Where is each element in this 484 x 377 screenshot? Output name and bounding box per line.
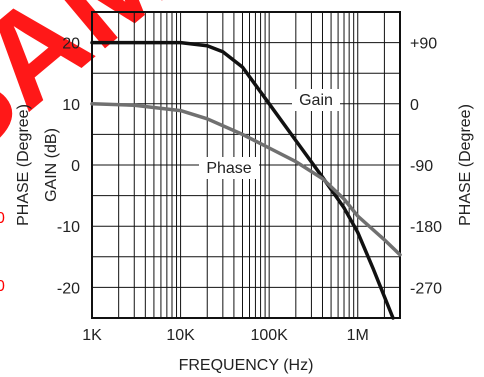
x-axis-title: FREQUENCY (Hz) (179, 357, 314, 374)
y-tick-label-left: 10 (62, 97, 80, 114)
x-tick-label: 100K (250, 327, 288, 344)
y-tick-label-right: -270 (410, 280, 442, 297)
tick-labels: 1K 10K 100K 1M 20 10 0 -10 -20 +90 0 -90 -180 -270 (57, 36, 442, 344)
phase-line (90, 102, 402, 257)
plot-frame (91, 11, 401, 319)
y-tick-label-left: -10 (57, 219, 80, 236)
y-tick-label-right: -90 (410, 158, 433, 175)
y-axis-title-right: PHASE (Degree) (457, 104, 474, 226)
watermark-tick-label: 0 (0, 210, 5, 227)
series-labels: Gain Phase (199, 89, 340, 179)
phase-label-bg (199, 157, 259, 179)
y-axis-title-left-secondary: PHASE (Degree) (15, 104, 32, 226)
watermark-tick-label: 0 (0, 278, 5, 295)
y-tick-label-right: -180 (410, 219, 442, 236)
y-tick-label-left: 20 (62, 36, 80, 53)
y-axis-title-left: GAIN (dB) (43, 128, 60, 202)
grid (91, 11, 401, 319)
series-lines (90, 40, 402, 320)
y-tick-label-right: +90 (410, 36, 437, 53)
gain-line (90, 40, 395, 320)
gain-label-bg (292, 89, 340, 111)
y-tick-label-right: 0 (410, 97, 419, 114)
y-tick-label-left: -20 (57, 280, 80, 297)
x-tick-label: 10K (166, 327, 195, 344)
y-tick-label-left: 0 (71, 158, 80, 175)
x-tick-label: 1K (82, 327, 102, 344)
gain-label: Gain (299, 92, 333, 109)
x-tick-label: 1M (347, 327, 369, 344)
phase-label: Phase (206, 160, 251, 177)
